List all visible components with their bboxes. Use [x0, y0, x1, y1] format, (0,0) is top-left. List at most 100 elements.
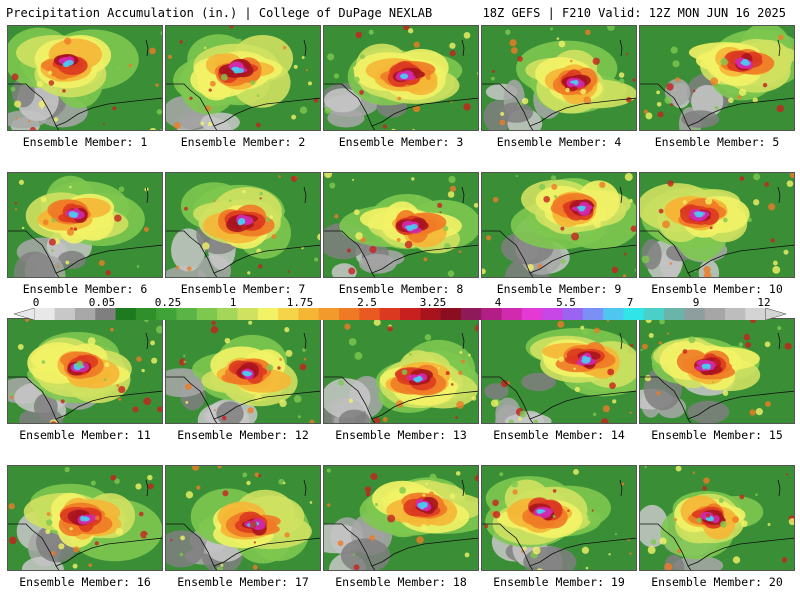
panel-label: Ensemble Member: 2 — [180, 135, 306, 149]
panel-label: Ensemble Member: 8 — [338, 282, 464, 296]
precip-field-map — [8, 319, 162, 423]
precip-field-map — [8, 173, 162, 277]
colorbar-swatch — [156, 308, 178, 320]
precip-field-map — [482, 319, 636, 423]
colorbar-swatch — [217, 308, 238, 320]
colorbar-tick-label: 1 — [229, 296, 237, 309]
panel-label: Ensemble Member: 1 — [22, 135, 148, 149]
panel-label: Ensemble Member: 4 — [496, 135, 622, 149]
panel-label: Ensemble Member: 14 — [493, 428, 625, 442]
colorbar-tick-label: 0.25 — [154, 296, 182, 309]
colorbar-swatch — [278, 308, 299, 320]
colorbar-tick-label: 3.25 — [419, 296, 447, 309]
map-panel-member-5 — [639, 25, 795, 131]
colorbar-min-arrow — [14, 308, 35, 320]
precip-field-map — [482, 26, 636, 130]
map-panel-member-15 — [639, 318, 795, 424]
panel-label: Ensemble Member: 3 — [338, 135, 464, 149]
colorbar-swatch — [440, 308, 462, 320]
colorbar-tick-label: 1.75 — [286, 296, 314, 309]
colorbar-swatch — [643, 308, 665, 320]
panel-label: Ensemble Member: 18 — [335, 575, 467, 589]
colorbar-swatch — [257, 308, 279, 320]
colorbar-swatch — [623, 308, 645, 320]
map-panel-member-2 — [165, 25, 321, 131]
colorbar-swatch — [196, 308, 218, 320]
colorbar-swatch — [176, 308, 198, 320]
panel-label: Ensemble Member: 5 — [654, 135, 780, 149]
colorbar-tick-label: 12 — [757, 296, 771, 309]
colorbar-swatch — [420, 308, 442, 320]
colorbar-swatch — [34, 308, 56, 320]
precipitation-colorbar — [14, 308, 786, 320]
precip-field-map — [640, 173, 794, 277]
panel-label: Ensemble Member: 10 — [651, 282, 783, 296]
colorbar-swatch — [318, 308, 340, 320]
map-panel-member-19 — [481, 465, 637, 571]
map-panel-member-12 — [165, 318, 321, 424]
precip-field-map — [324, 173, 478, 277]
colorbar-tick-label: 5.5 — [556, 296, 576, 309]
colorbar-swatch — [379, 308, 401, 320]
map-panel-member-13 — [323, 318, 479, 424]
colorbar-tick-label: 4 — [494, 296, 502, 309]
colorbar-swatch — [582, 308, 604, 320]
panel-label: Ensemble Member: 12 — [177, 428, 309, 442]
colorbar-swatch — [54, 308, 76, 320]
colorbar-swatch — [501, 308, 523, 320]
colorbar-swatch — [237, 308, 259, 320]
precip-field-map — [8, 466, 162, 570]
map-panel-member-7 — [165, 172, 321, 278]
colorbar-swatch — [115, 308, 137, 320]
colorbar-tick-label: 2.5 — [357, 296, 377, 309]
colorbar-swatch — [684, 308, 706, 320]
precip-field-map — [324, 319, 478, 423]
panel-label: Ensemble Member: 16 — [19, 575, 151, 589]
map-panel-member-20 — [639, 465, 795, 571]
map-panel-member-9 — [481, 172, 637, 278]
panel-label: Ensemble Member: 9 — [496, 282, 622, 296]
colorbar-swatch — [95, 308, 117, 320]
precip-field-map — [640, 26, 794, 130]
colorbar-tick-label: 9 — [692, 296, 700, 309]
map-panel-member-10 — [639, 172, 795, 278]
precip-field-map — [482, 173, 636, 277]
colorbar-swatch — [664, 308, 685, 320]
colorbar-swatch — [481, 308, 503, 320]
precip-field-map — [324, 466, 478, 570]
colorbar-swatch — [135, 308, 157, 320]
colorbar-swatch — [298, 308, 320, 320]
colorbar-tick-label: 0 — [32, 296, 40, 309]
colorbar-swatch — [562, 308, 584, 320]
precip-field-map — [640, 466, 794, 570]
panel-label: Ensemble Member: 6 — [22, 282, 148, 296]
colorbar-tick-label: 7 — [626, 296, 634, 309]
colorbar-swatch — [339, 308, 360, 320]
colorbar-swatch — [400, 308, 421, 320]
precip-field-map — [166, 466, 320, 570]
map-panel-member-17 — [165, 465, 321, 571]
chart-title: Precipitation Accumulation (in.) | Colle… — [6, 6, 433, 20]
colorbar-swatch — [74, 308, 96, 320]
colorbar-swatch — [359, 308, 381, 320]
map-panel-member-18 — [323, 465, 479, 571]
panel-label: Ensemble Member: 7 — [180, 282, 306, 296]
colorbar-swatch — [704, 308, 726, 320]
colorbar-max-arrow — [765, 308, 786, 320]
colorbar-swatch — [725, 308, 746, 320]
map-panel-member-4 — [481, 25, 637, 131]
precip-field-map — [166, 319, 320, 423]
precip-field-map — [8, 26, 162, 130]
colorbar-swatch — [542, 308, 564, 320]
colorbar-swatch — [460, 308, 482, 320]
colorbar-swatch — [745, 308, 767, 320]
map-panel-member-11 — [7, 318, 163, 424]
precip-field-map — [482, 466, 636, 570]
run-valid-time: 18Z GEFS | F210 Valid: 12Z MON JUN 16 20… — [482, 6, 786, 20]
precip-field-map — [324, 26, 478, 130]
panel-label: Ensemble Member: 19 — [493, 575, 625, 589]
colorbar-tick-label: 0.05 — [88, 296, 116, 309]
map-panel-member-14 — [481, 318, 637, 424]
map-panel-member-8 — [323, 172, 479, 278]
panel-label: Ensemble Member: 11 — [19, 428, 151, 442]
